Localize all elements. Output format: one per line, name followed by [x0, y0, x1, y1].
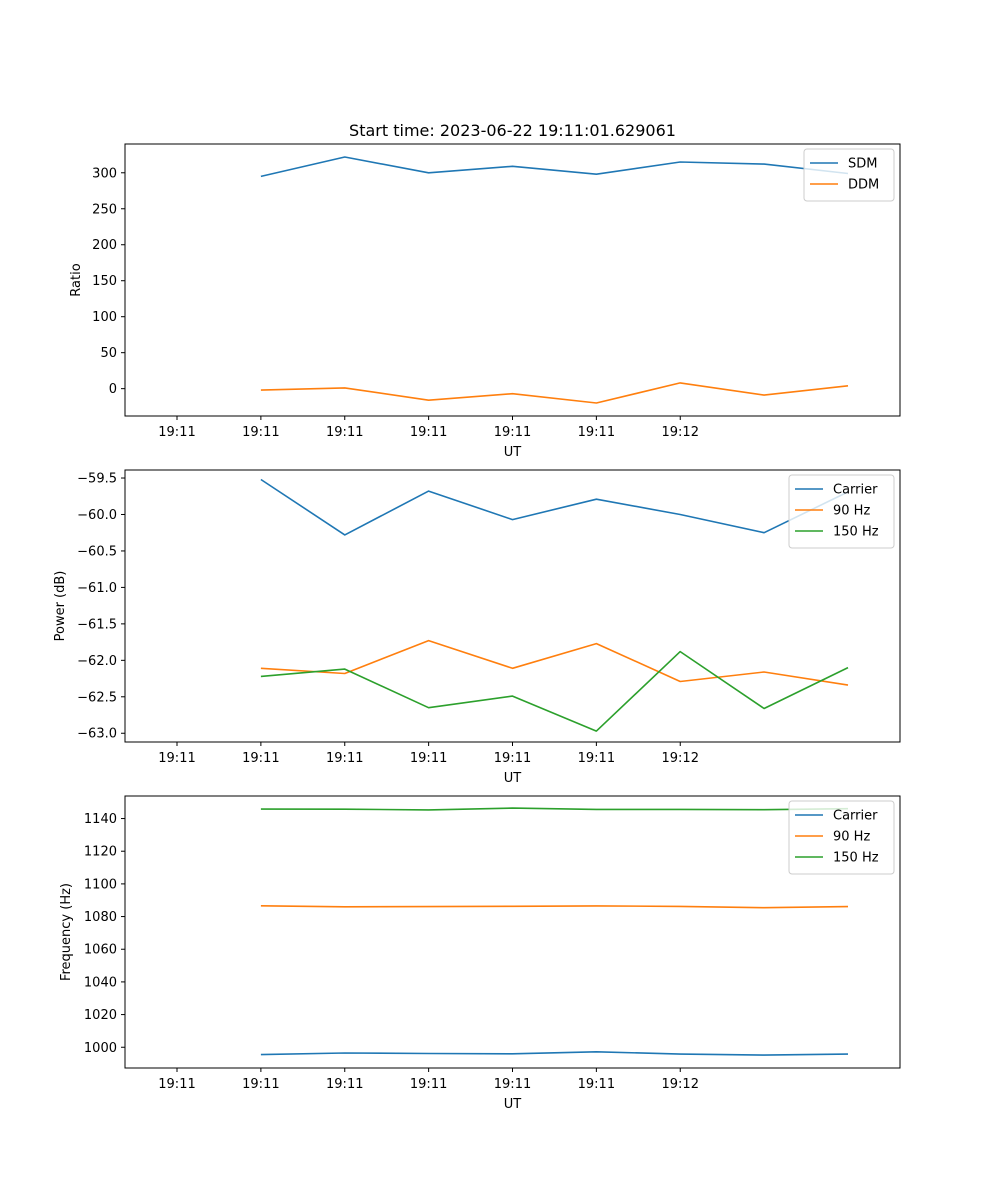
legend-label: 90 Hz	[833, 504, 870, 519]
legend-box	[803, 148, 895, 202]
legend-label: Carrier	[833, 809, 878, 824]
legend: SDM DDM	[803, 148, 895, 202]
x-tick-label: 19:11	[326, 1077, 363, 1092]
x-tick-label: 19:11	[326, 751, 363, 766]
y-tick-label: 1140	[84, 812, 117, 827]
legend-box	[788, 800, 895, 875]
y-tick-label: 1080	[84, 910, 117, 925]
y-tick-label: 0	[109, 382, 117, 397]
x-tick-label: 19:11	[494, 751, 531, 766]
x-tick-label: 19:11	[158, 425, 195, 440]
legend-label: 150 Hz	[833, 851, 879, 866]
y-tick-label: 1120	[84, 845, 117, 860]
y-tick-label: 1040	[84, 975, 117, 990]
x-tick-label: 19:11	[578, 425, 615, 440]
y-tick-label: −60.5	[77, 544, 117, 559]
x-axis-label: UT	[504, 445, 522, 460]
y-tick-label: −59.5	[77, 472, 117, 487]
x-tick-label: 19:12	[662, 1077, 699, 1092]
y-tick-label: 1020	[84, 1008, 117, 1023]
y-tick-label: 100	[92, 310, 117, 325]
y-tick-label: −60.0	[77, 508, 117, 523]
chart-panel-1: 19:11 19:11 19:11 19:11 19:11 19:11 19:12 0 50 10…	[69, 143, 901, 460]
y-tick-label: 50	[100, 346, 117, 361]
chart-panel-2: 19:11 19:11 19:11 19:11 19:11 19:11 19:12 −63.0…	[53, 469, 901, 786]
legend: Carrier 90 Hz 150 Hz	[788, 474, 895, 549]
x-tick-label: 19:11	[158, 751, 195, 766]
y-axis-label: Frequency (Hz)	[59, 883, 74, 981]
x-tick-label: 19:12	[662, 751, 699, 766]
series-line-90-hz	[260, 639, 849, 686]
y-tick-label: −62.5	[77, 690, 117, 705]
legend-label: DDM	[848, 178, 879, 193]
y-axis-label: Power (dB)	[53, 571, 68, 642]
x-tick-label: 19:11	[242, 425, 279, 440]
legend-label: SDM	[848, 157, 877, 172]
chart-panels: 19:11 19:11 19:11 19:11 19:11 19:11 19:12 0 50 10…	[53, 143, 901, 1112]
y-axis-label: Ratio	[69, 263, 84, 296]
series-line-150-hz	[260, 807, 849, 811]
y-tick-label: 150	[92, 274, 117, 289]
y-tick-label: 1100	[84, 877, 117, 892]
legend-label: Carrier	[833, 483, 878, 498]
x-axis-label: UT	[504, 1097, 522, 1112]
y-tick-label: −63.0	[77, 727, 117, 742]
legend: Carrier 90 Hz 150 Hz	[788, 800, 895, 875]
y-tick-label: 200	[92, 238, 117, 253]
y-tick-label: 250	[92, 202, 117, 217]
series-line-ddm	[260, 382, 849, 404]
legend-label: 150 Hz	[833, 525, 879, 540]
x-tick-label: 19:11	[494, 425, 531, 440]
y-tick-label: −61.5	[77, 617, 117, 632]
y-tick-label: 1060	[84, 943, 117, 958]
y-tick-label: 300	[92, 166, 117, 181]
x-tick-label: 19:11	[494, 1077, 531, 1092]
legend-label: 90 Hz	[833, 830, 870, 845]
series-line-90-hz	[260, 905, 849, 909]
x-tick-label: 19:11	[578, 1077, 615, 1092]
y-tick-label: 1000	[84, 1041, 117, 1056]
x-tick-label: 19:11	[326, 425, 363, 440]
x-tick-label: 19:12	[662, 425, 699, 440]
y-tick-label: −62.0	[77, 654, 117, 669]
series-line-150-hz	[260, 650, 849, 732]
series-line-carrier	[260, 478, 849, 536]
x-axis-label: UT	[504, 771, 522, 786]
legend-box	[788, 474, 895, 549]
series-line-sdm	[260, 156, 849, 178]
x-tick-label: 19:11	[410, 1077, 447, 1092]
x-tick-label: 19:11	[242, 751, 279, 766]
x-tick-label: 19:11	[578, 751, 615, 766]
x-tick-label: 19:11	[242, 1077, 279, 1092]
y-tick-label: −61.0	[77, 581, 117, 596]
x-tick-label: 19:11	[158, 1077, 195, 1092]
series-line-carrier	[260, 1051, 849, 1056]
x-tick-label: 19:11	[410, 751, 447, 766]
figure-title: Start time: 2023-06-22 19:11:01.629061	[349, 121, 676, 140]
chart-panel-3: 19:11 19:11 19:11 19:11 19:11 19:11 19:12 1000 1…	[59, 795, 901, 1112]
x-tick-label: 19:11	[410, 425, 447, 440]
